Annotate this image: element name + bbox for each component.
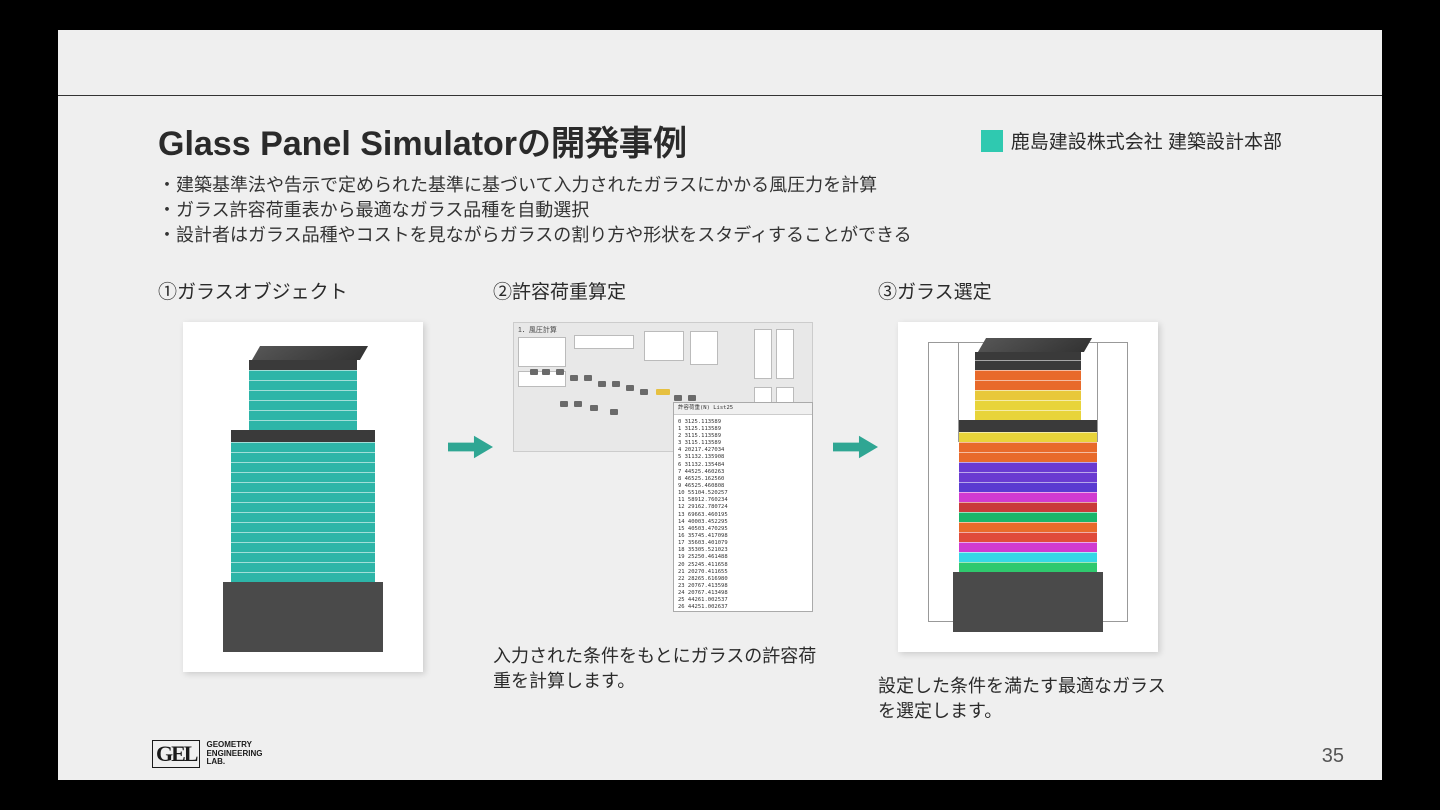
org-name: 鹿島建設株式会社 建築設計本部 <box>1011 127 1282 154</box>
arrow-right-icon <box>833 432 878 462</box>
bullet-item: ・設計者はガラス品種やコストを見ながらガラスの割り方や形状をスタディすることがで… <box>158 223 1282 248</box>
logo-text: GEOMETRY ENGINEERING LAB. <box>206 741 262 766</box>
allowable-load-list: 許容荷重(N) List25 0 3125.1135891 3125.11358… <box>673 402 813 612</box>
panel-mini <box>776 329 794 379</box>
col3-caption: 設定した条件を満たす最適なガラスを選定します。 <box>878 674 1178 724</box>
building-diagram-3 <box>898 322 1158 652</box>
content-area: Glass Panel Simulatorの開発事例 鹿島建設株式会社 建築設計… <box>58 96 1382 724</box>
panel-mini <box>574 335 634 349</box>
col2-title: ②許容荷重算定 <box>493 277 626 304</box>
col2-caption: 入力された条件をもとにガラスの許容荷重を計算します。 <box>493 644 833 694</box>
col1-title: ①ガラスオブジェクト <box>158 277 348 304</box>
calculation-screenshot: 1．風圧計算 <box>513 322 813 622</box>
slide: Glass Panel Simulatorの開発事例 鹿島建設株式会社 建築設計… <box>58 30 1382 780</box>
tower-model-3 <box>953 342 1103 632</box>
slide-title: Glass Panel Simulatorの開発事例 <box>158 116 687 165</box>
footer: GEL GEOMETRY ENGINEERING LAB. 35 <box>152 740 1344 768</box>
organization-label: 鹿島建設株式会社 建築設計本部 <box>981 127 1282 154</box>
col3-title: ③ガラス選定 <box>878 277 992 304</box>
logo-mark: GEL <box>152 740 200 768</box>
calc-header: 1．風圧計算 <box>518 325 557 335</box>
arrow-right-icon <box>448 432 493 462</box>
tower-base <box>953 572 1103 632</box>
column-glass-object: ①ガラスオブジェクト <box>158 277 448 672</box>
org-color-swatch <box>981 130 1003 152</box>
list-header: 許容荷重(N) List25 <box>674 403 812 415</box>
tower-model-1 <box>223 342 383 652</box>
bullet-item: ・ガラス許容荷重表から最適なガラス品種を自動選択 <box>158 198 1282 223</box>
tower-base <box>223 582 383 652</box>
page-number: 35 <box>1322 745 1344 768</box>
bullet-list: ・建築基準法や告示で定められた基準に基づいて入力されたガラスにかかる風圧力を計算… <box>158 173 1282 249</box>
three-column-row: ①ガラスオブジェクト ②許容荷重算定 1．風圧計算 <box>158 277 1282 724</box>
arrow-2 <box>833 277 878 617</box>
column-glass-selection: ③ガラス選定 設定した条件を満たす最適なガラスを選定します。 <box>878 277 1178 724</box>
title-row: Glass Panel Simulatorの開発事例 鹿島建設株式会社 建築設計… <box>158 116 1282 165</box>
logo: GEL GEOMETRY ENGINEERING LAB. <box>152 740 262 768</box>
building-diagram-1 <box>183 322 423 672</box>
arrow-1 <box>448 277 493 617</box>
bullet-item: ・建築基準法や告示で定められた基準に基づいて入力されたガラスにかかる風圧力を計算 <box>158 173 1282 198</box>
header-bar <box>58 30 1382 96</box>
column-calculation: ②許容荷重算定 1．風圧計算 <box>493 277 833 694</box>
